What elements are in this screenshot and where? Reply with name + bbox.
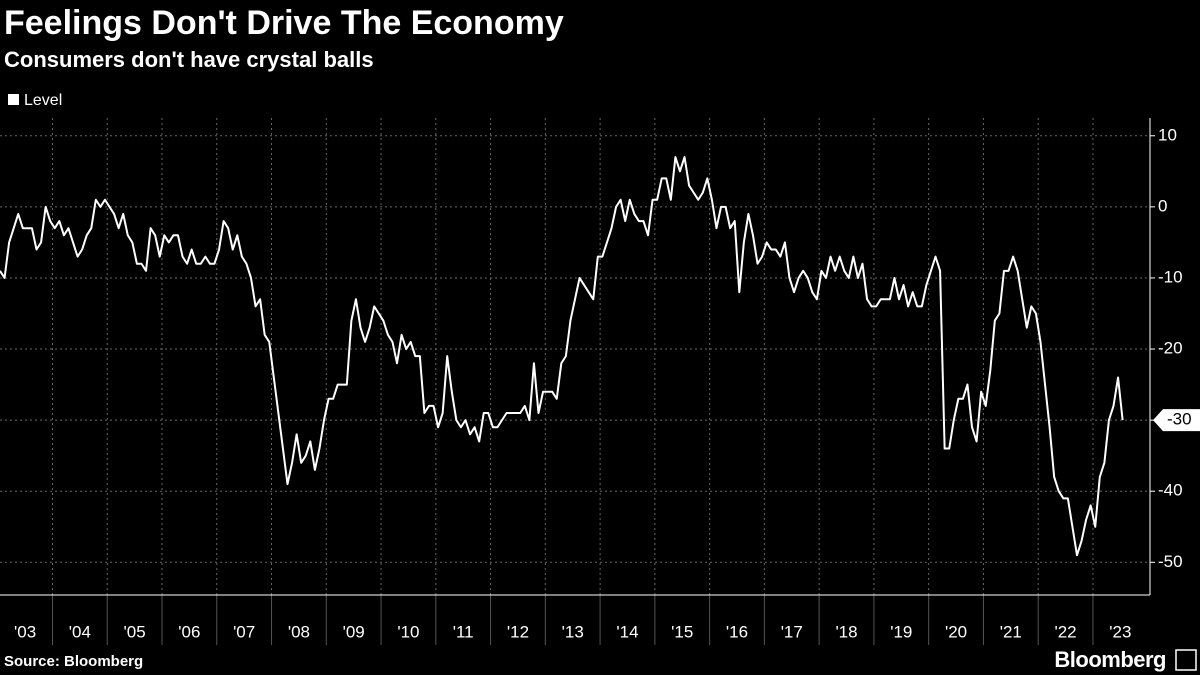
chart-title: Feelings Don't Drive The Economy bbox=[4, 4, 564, 42]
y-tick-label: -20 bbox=[1158, 339, 1183, 358]
legend-label: Level bbox=[24, 92, 62, 109]
x-tick-label: '17 bbox=[781, 622, 803, 641]
data-line bbox=[0, 156, 1124, 557]
brand: Bloomberg bbox=[1054, 647, 1166, 672]
x-tick-label: '03 bbox=[14, 622, 36, 641]
x-tick-label: '08 bbox=[288, 622, 310, 641]
x-tick-label: '23 bbox=[1109, 622, 1131, 641]
x-tick-label: '18 bbox=[835, 622, 857, 641]
y-tick-label: 10 bbox=[1158, 125, 1177, 144]
x-tick-label: '19 bbox=[890, 622, 912, 641]
source: Source: Bloomberg bbox=[4, 653, 143, 670]
x-tick-label: '05 bbox=[124, 622, 146, 641]
chart-subtitle: Consumers don't have crystal balls bbox=[4, 47, 374, 72]
x-tick-label: '12 bbox=[507, 622, 529, 641]
x-tick-label: '04 bbox=[69, 622, 91, 641]
x-tick-label: '22 bbox=[1054, 622, 1076, 641]
x-tick-label: '11 bbox=[453, 622, 474, 641]
y-tick-label: -50 bbox=[1158, 552, 1183, 571]
x-tick-label: '16 bbox=[726, 622, 748, 641]
x-tick-label: '13 bbox=[562, 622, 584, 641]
y-tick-label: 0 bbox=[1158, 196, 1167, 215]
x-tick-label: '15 bbox=[671, 622, 693, 641]
x-tick-label: '10 bbox=[397, 622, 419, 641]
brand-icon bbox=[1175, 649, 1197, 671]
y-tick-label: -10 bbox=[1158, 267, 1183, 286]
x-tick-label: '09 bbox=[343, 622, 365, 641]
y-tick-label: -40 bbox=[1158, 481, 1183, 500]
last-value-tag bbox=[1153, 409, 1200, 432]
x-tick-label: '06 bbox=[178, 622, 200, 641]
x-tick-label: '20 bbox=[945, 622, 967, 641]
x-tick-label: '14 bbox=[616, 622, 638, 641]
legend-swatch bbox=[8, 94, 19, 105]
last-value-label: -30 bbox=[1167, 410, 1192, 429]
x-tick-label: '07 bbox=[233, 622, 255, 641]
x-tick-label: '21 bbox=[1000, 622, 1022, 641]
